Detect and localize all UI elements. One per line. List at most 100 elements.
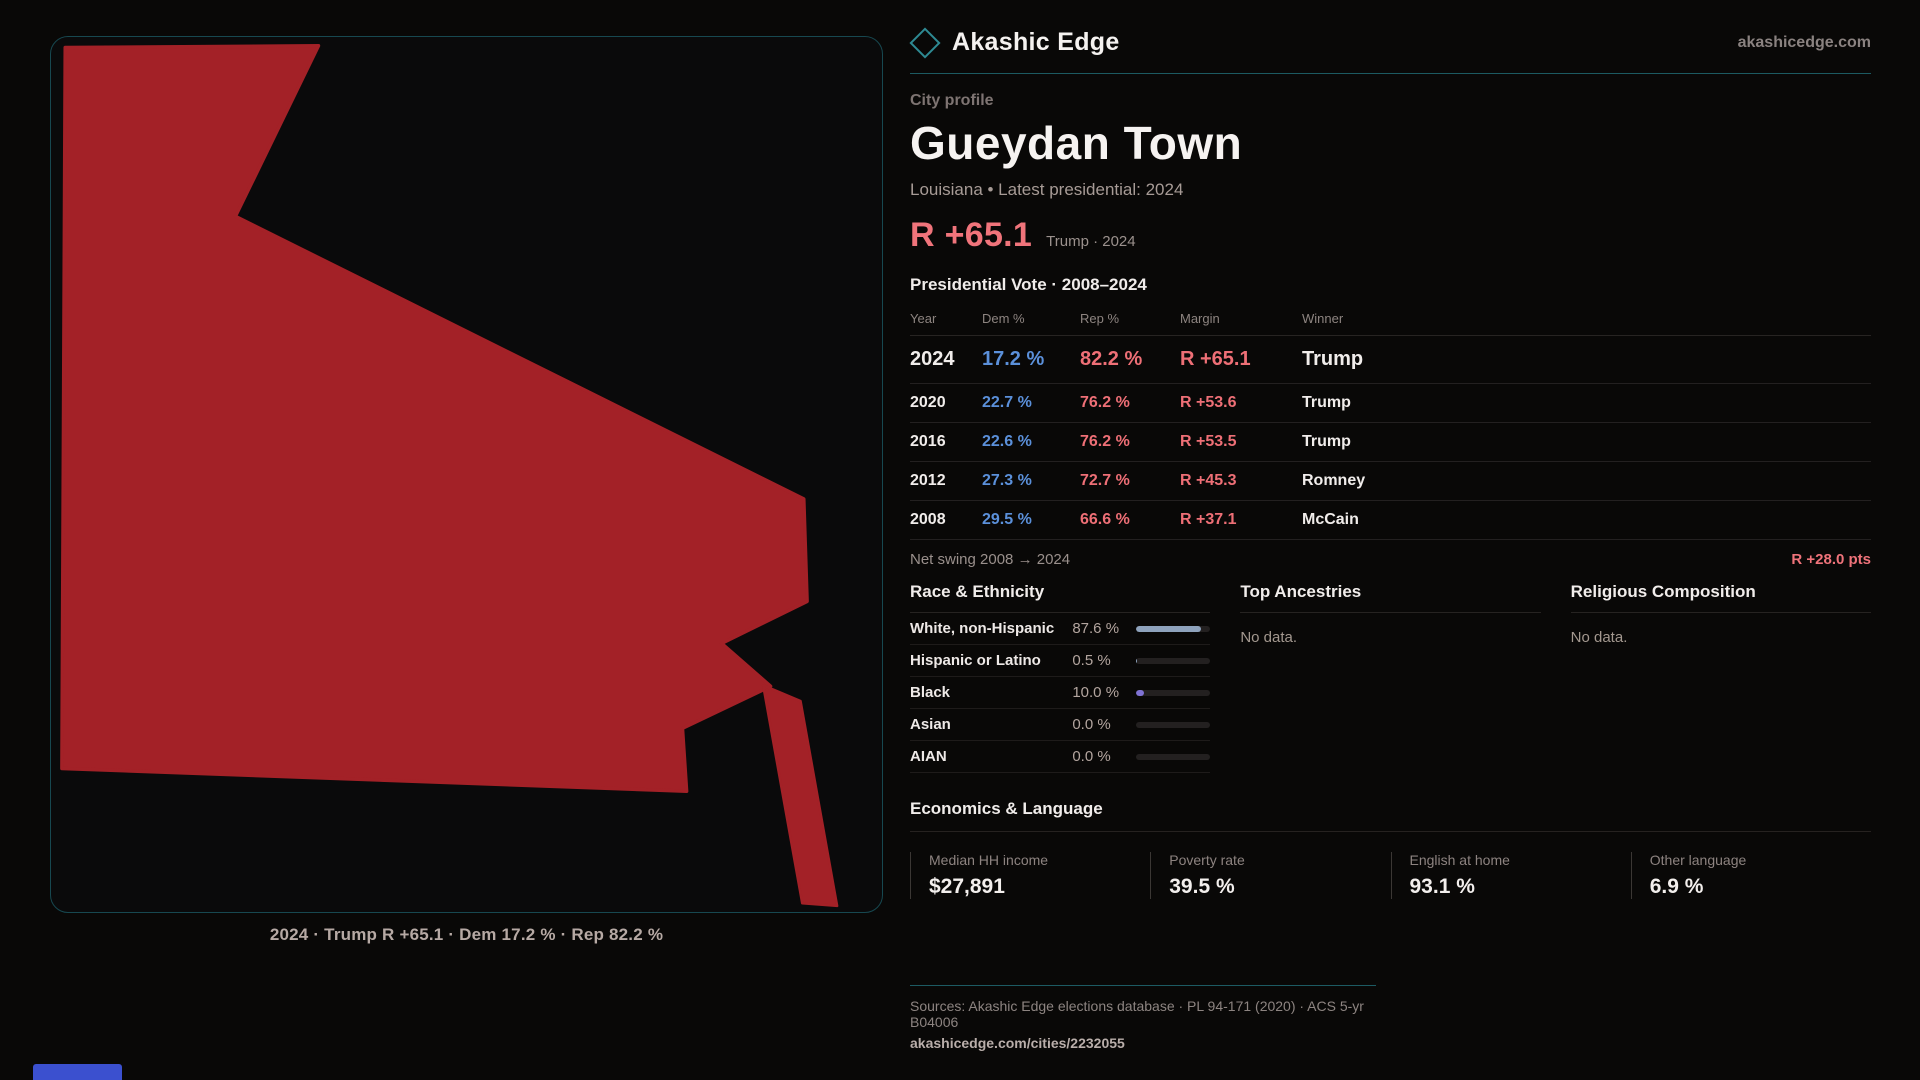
race-bar xyxy=(1136,625,1211,632)
cell-rep: 76.2 % xyxy=(1080,394,1130,411)
city-boundary-map xyxy=(60,44,839,908)
ancestries-section-title: Top Ancestries xyxy=(1240,582,1541,613)
table-row: 2020 22.7 % 76.2 % R +53.6 Trump xyxy=(910,384,1871,423)
cell-winner: McCain xyxy=(1302,511,1359,528)
city-boundary-map-panel xyxy=(50,36,883,913)
stat-poverty-rate: Poverty rate 39.5 % xyxy=(1150,852,1390,899)
race-ethnicity-section: Race & Ethnicity White, non-Hispanic 87.… xyxy=(910,582,1211,773)
cell-margin: R +53.5 xyxy=(1180,433,1237,450)
cell-rep: 72.7 % xyxy=(1080,472,1130,489)
stat-value: 6.9 % xyxy=(1649,875,1704,898)
stat-label: Poverty rate xyxy=(1169,852,1245,868)
economics-stats: Median HH income $27,891 Poverty rate 39… xyxy=(910,852,1871,899)
list-item: AIAN 0.0 % xyxy=(910,741,1211,773)
stat-label: Median HH income xyxy=(929,852,1049,868)
race-section-title: Race & Ethnicity xyxy=(910,582,1211,613)
headline-margin: R +65.1 Trump · 2024 xyxy=(910,216,1871,255)
app-header: Akashic Edge akashicedge.com xyxy=(909,26,1871,59)
cell-winner: Trump xyxy=(1302,433,1351,450)
vote-table-title: Presidential Vote · 2008–2024 xyxy=(910,275,1147,294)
cell-margin: R +53.6 xyxy=(1180,394,1237,411)
race-value: 10.0 % xyxy=(1072,684,1120,701)
stat-english-at-home: English at home 93.1 % xyxy=(1390,852,1631,899)
race-value: 0.5 % xyxy=(1072,652,1111,669)
net-swing-row: Net swing 2008 → 2024 R +28.0 pts xyxy=(910,540,1871,574)
list-item: Black 10.0 % xyxy=(910,677,1211,709)
race-bar xyxy=(1136,721,1211,728)
col-rep: Rep % xyxy=(1080,311,1120,326)
stat-value: 39.5 % xyxy=(1169,875,1235,898)
race-bar xyxy=(1136,689,1211,696)
map-caption: 2024 · Trump R +65.1 · Dem 17.2 % · Rep … xyxy=(269,925,664,944)
race-bar-fill xyxy=(1136,625,1202,632)
demographics-sections: Race & Ethnicity White, non-Hispanic 87.… xyxy=(910,582,1871,773)
stat-other-language: Other language 6.9 % xyxy=(1630,852,1871,899)
city-shape-tail xyxy=(761,684,839,908)
cell-dem: 29.5 % xyxy=(982,511,1032,528)
vote-table: Year Dem % Rep % Margin Winner 2024 17.2… xyxy=(910,305,1871,540)
cell-year: 2024 xyxy=(910,348,955,370)
margin-note: Trump · 2024 xyxy=(1046,233,1136,250)
stat-label: Other language xyxy=(1649,852,1747,868)
cell-year: 2020 xyxy=(910,394,946,411)
table-row: 2024 17.2 % 82.2 % R +65.1 Trump xyxy=(910,336,1871,384)
list-item: Hispanic or Latino 0.5 % xyxy=(910,645,1211,677)
page-title: Gueydan Town xyxy=(910,117,1243,169)
religion-section-title: Religious Composition xyxy=(1570,582,1871,613)
table-row: 2012 27.3 % 72.7 % R +45.3 Romney xyxy=(910,462,1871,501)
cell-year: 2008 xyxy=(910,511,946,528)
race-bar xyxy=(1136,753,1211,760)
col-winner: Winner xyxy=(1302,311,1344,326)
table-row: 2016 22.6 % 76.2 % R +53.5 Trump xyxy=(910,423,1871,462)
header-divider xyxy=(910,73,1871,74)
col-margin: Margin xyxy=(1180,311,1220,326)
cell-margin: R +37.1 xyxy=(1180,511,1237,528)
cell-margin: R +65.1 xyxy=(1180,348,1251,370)
profile-column: Akashic Edge akashicedge.com City profil… xyxy=(909,26,1871,1051)
cell-winner: Trump xyxy=(1302,348,1364,370)
race-label: Black xyxy=(910,684,951,701)
race-label: AIAN xyxy=(910,748,947,765)
site-link[interactable]: akashicedge.com xyxy=(1737,33,1871,51)
religion-empty-state: No data. xyxy=(1570,629,1628,646)
race-bar-fill xyxy=(1136,689,1144,696)
city-shape-main xyxy=(60,44,809,793)
cell-dem: 22.6 % xyxy=(982,433,1032,450)
footer: Sources: Akashic Edge elections database… xyxy=(910,985,1376,1051)
cell-dem: 27.3 % xyxy=(982,472,1032,489)
race-value: 0.0 % xyxy=(1072,748,1111,765)
race-value: 87.6 % xyxy=(1072,620,1120,637)
cell-rep: 66.6 % xyxy=(1080,511,1130,528)
col-dem: Dem % xyxy=(982,311,1025,326)
cell-dem: 22.7 % xyxy=(982,394,1032,411)
cell-winner: Trump xyxy=(1302,394,1351,411)
cell-rep: 82.2 % xyxy=(1080,348,1143,370)
cell-dem: 17.2 % xyxy=(982,348,1045,370)
brand-name: Akashic Edge xyxy=(952,28,1120,56)
sources-text: Sources: Akashic Edge elections database… xyxy=(910,998,1364,1030)
ancestries-section: Top Ancestries No data. xyxy=(1240,582,1541,773)
margin-value: R +65.1 xyxy=(910,216,1033,254)
cell-year: 2012 xyxy=(910,472,946,489)
vote-table-header: Year Dem % Rep % Margin Winner xyxy=(910,305,1871,336)
kicker-label: City profile xyxy=(910,92,994,109)
list-item: Asian 0.0 % xyxy=(910,709,1211,741)
net-swing-label: Net swing 2008 → 2024 xyxy=(910,551,1071,568)
cell-rep: 76.2 % xyxy=(1080,433,1130,450)
cell-year: 2016 xyxy=(910,433,946,450)
blue-strip-decoration xyxy=(33,1064,122,1080)
race-value: 0.0 % xyxy=(1072,716,1111,733)
stat-median-income: Median HH income $27,891 xyxy=(910,852,1150,899)
race-label: Hispanic or Latino xyxy=(910,652,1041,669)
list-item: White, non-Hispanic 87.6 % xyxy=(910,613,1211,645)
cell-winner: Romney xyxy=(1302,472,1366,489)
table-row: 2008 29.5 % 66.6 % R +37.1 McCain xyxy=(910,501,1871,540)
economics-section-title: Economics & Language xyxy=(910,799,1871,832)
col-year: Year xyxy=(910,311,937,326)
stat-label: English at home xyxy=(1409,852,1510,868)
cell-margin: R +45.3 xyxy=(1180,472,1237,489)
religion-section: Religious Composition No data. xyxy=(1570,582,1871,773)
ancestries-empty-state: No data. xyxy=(1240,629,1298,646)
city-page-link[interactable]: akashicedge.com/cities/2232055 xyxy=(910,1035,1125,1051)
diamond-logo-icon xyxy=(909,26,941,59)
